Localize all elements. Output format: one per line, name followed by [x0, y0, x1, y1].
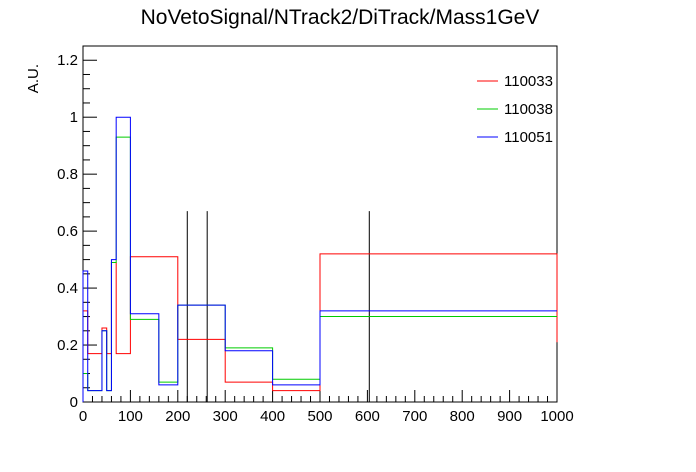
reference-lines [186, 211, 370, 402]
y-tick-label: 0.8 [57, 166, 78, 183]
y-axis-label: A.U. [25, 64, 42, 93]
y-tick-label: 0 [70, 394, 78, 411]
x-tick-label: 900 [497, 408, 522, 425]
x-tick-label: 0 [79, 408, 87, 425]
y-axis: 0 0.2 0.4 0.6 0.8 1 1.2 [57, 52, 97, 411]
x-tick-label: 800 [450, 408, 475, 425]
x-tick-label: 300 [213, 408, 238, 425]
x-axis: 0 100 200 300 400 500 600 700 800 900 1000 [79, 390, 574, 425]
x-tick-label: 500 [307, 408, 332, 425]
series-layer [82, 116, 558, 402]
series-line-110033 [82, 253, 558, 402]
x-tick-label: 600 [355, 408, 380, 425]
chart-title: NoVetoSignal/NTrack2/DiTrack/Mass1GeV [141, 6, 540, 29]
y-tick-label: 1 [70, 109, 78, 126]
x-tick-label: 200 [165, 408, 190, 425]
legend-entry: 110033 [504, 73, 553, 90]
y-tick-label: 1.2 [57, 52, 78, 69]
x-tick-label: 100 [118, 408, 143, 425]
y-tick-label: 0.4 [57, 280, 78, 297]
y-tick-label: 0.2 [57, 337, 78, 354]
legend-entry: 110051 [504, 129, 553, 146]
x-tick-label: 700 [402, 408, 427, 425]
legend-entry: 110038 [504, 101, 553, 118]
y-tick-label: 0.6 [57, 223, 78, 240]
series-line-110051 [82, 116, 557, 402]
x-tick-label: 400 [260, 408, 285, 425]
legend: 110033 110038 110051 [477, 73, 553, 146]
x-tick-label: 1000 [540, 408, 573, 425]
